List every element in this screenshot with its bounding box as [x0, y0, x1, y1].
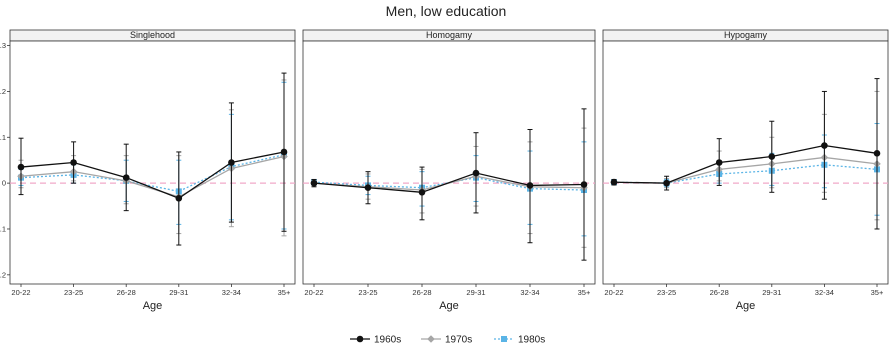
legend-label: 1960s	[374, 335, 401, 346]
y-tick-label: .2	[0, 87, 6, 96]
legend: 1960s 1970s 1980s	[350, 335, 545, 346]
x-tick-label: 35+	[578, 288, 591, 297]
x-tick-label: 32-34	[520, 288, 539, 297]
x-tick-label: 32-34	[222, 288, 241, 297]
x-tick-label: 29-31	[762, 288, 781, 297]
x-tick-label: 29-31	[169, 288, 188, 297]
x-axis-label: Age	[439, 300, 459, 312]
data-point	[715, 159, 723, 166]
data-point	[17, 163, 25, 171]
legend-item-1980s: 1980s	[494, 335, 545, 346]
data-point	[873, 150, 881, 157]
y-tick-label: .1	[0, 133, 6, 142]
series-line	[313, 176, 585, 191]
y-tick-label: -.1	[0, 224, 6, 233]
series-1960s	[610, 78, 881, 230]
panel-2: Hypogamy 20-22 23-25 26-28 29-31 32-34 35+ Age	[602, 29, 889, 312]
legend-label: 1970s	[445, 335, 472, 346]
panel-0: Singlehood .3 .2 .1 0 -.1 -.2 20-22 23-25 26-28 29…	[0, 29, 296, 312]
data-point	[122, 174, 130, 181]
data-point	[610, 178, 618, 186]
x-tick-label: 26-28	[710, 288, 729, 297]
y-tick-label: .3	[0, 41, 6, 50]
x-tick-label: 32-34	[815, 288, 834, 297]
x-tick-label: 20-22	[604, 288, 623, 297]
x-tick-label: 23-25	[358, 288, 377, 297]
x-tick-label: 35+	[278, 288, 291, 297]
legend-item-1970s: 1970s	[421, 335, 472, 346]
x-tick-label: 20-22	[11, 288, 30, 297]
panel-1: Homogamy 20-22 23-25 26-28 29-31 32-34 35+ Age	[302, 29, 596, 312]
plot-frame	[9, 40, 296, 285]
series-line	[20, 155, 285, 198]
legend-item-1960s: 1960s	[350, 335, 401, 346]
series-1960s	[310, 108, 588, 261]
series-1960s	[17, 72, 288, 246]
x-tick-label: 20-22	[304, 288, 323, 297]
legend-marker	[356, 335, 364, 343]
data-point	[175, 194, 183, 202]
plot-frame	[602, 40, 889, 285]
plot-frame	[302, 40, 596, 285]
x-tick-label: 23-25	[657, 288, 676, 297]
data-point	[70, 159, 77, 166]
panel-title: Homogamy	[426, 30, 473, 40]
legend-marker	[427, 335, 435, 343]
series-line	[313, 172, 585, 193]
panel-title: Singlehood	[130, 30, 175, 40]
data-point	[663, 179, 670, 187]
data-point	[280, 148, 288, 156]
data-point	[364, 184, 372, 192]
x-axis-label: Age	[143, 300, 163, 312]
series-line	[20, 151, 285, 199]
series-line	[613, 164, 878, 184]
y-tick-label: -.2	[0, 270, 6, 279]
legend-label: 1980s	[518, 335, 545, 346]
data-point	[228, 159, 235, 166]
data-point	[768, 153, 776, 160]
x-tick-label: 29-31	[466, 288, 485, 297]
panels: Singlehood .3 .2 .1 0 -.1 -.2 20-22 23-25 26-28 29…	[0, 29, 889, 312]
legend-marker	[501, 336, 507, 342]
x-tick-label: 23-25	[64, 288, 83, 297]
figure-title: Men, low education	[386, 3, 507, 19]
data-point	[418, 189, 426, 196]
data-point	[472, 169, 480, 177]
x-tick-label: 26-28	[412, 288, 431, 297]
data-point	[310, 179, 318, 187]
x-axis-label: Age	[736, 300, 756, 312]
data-point	[526, 182, 534, 189]
series-line	[20, 154, 285, 193]
x-tick-label: 26-28	[117, 288, 136, 297]
data-point	[821, 142, 828, 149]
data-point	[580, 181, 588, 188]
series-line	[613, 144, 878, 184]
x-tick-label: 35+	[871, 288, 884, 297]
panel-title: Hypogamy	[724, 30, 768, 40]
y-tick-label: 0	[2, 179, 6, 188]
